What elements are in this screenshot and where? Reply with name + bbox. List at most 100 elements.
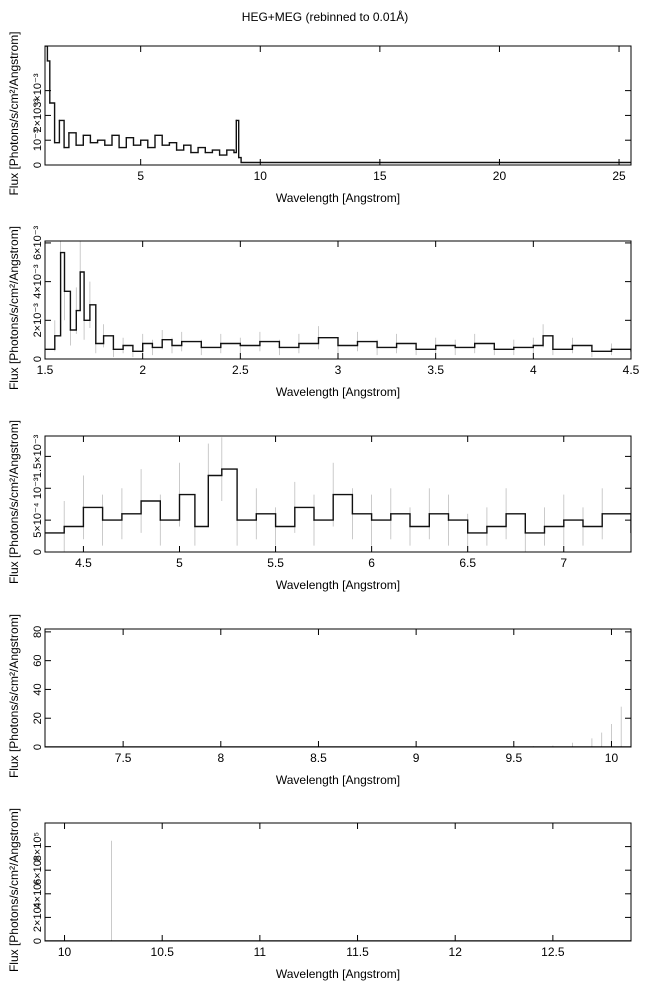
x-tick-label: 3.5 xyxy=(427,363,444,377)
y-tick-label: 10⁻³ xyxy=(32,477,44,499)
x-tick-label: 8.5 xyxy=(310,751,327,765)
data-point xyxy=(467,532,469,534)
y-tick-label: 60 xyxy=(32,655,44,667)
x-tick-label: 10 xyxy=(254,169,268,183)
data-point xyxy=(161,339,163,341)
x-axis-label: Wavelength [Angstrom] xyxy=(276,191,400,205)
x-axis-label: Wavelength [Angstrom] xyxy=(276,578,400,592)
figure-title: HEG+MEG (rebinned to 0.01Å) xyxy=(241,10,409,24)
data-point xyxy=(552,348,554,350)
data-point xyxy=(82,506,84,508)
data-point xyxy=(89,142,91,144)
x-tick-label: 5 xyxy=(176,556,183,570)
data-point xyxy=(351,513,353,515)
data-point xyxy=(513,346,515,348)
data-point xyxy=(168,142,170,144)
data-point xyxy=(298,342,300,345)
data-point xyxy=(221,468,223,470)
y-tick-label: 3×10⁻³ xyxy=(32,73,44,108)
x-tick-label: 9 xyxy=(413,751,420,765)
data-point xyxy=(176,149,178,151)
y-tick-label: 0 xyxy=(32,356,44,362)
x-tick-label: 4 xyxy=(530,363,537,377)
data-point xyxy=(83,319,85,321)
data-point xyxy=(54,335,56,337)
data-point xyxy=(122,344,124,347)
y-tick-label: 8×10⁵ xyxy=(32,832,44,861)
data-point xyxy=(58,119,61,121)
data-point xyxy=(121,513,123,515)
data-point xyxy=(238,157,240,159)
data-point xyxy=(454,346,456,348)
x-tick-label: 15 xyxy=(373,169,387,183)
data-point xyxy=(46,60,49,62)
data-point xyxy=(236,519,238,521)
x-tick-label: 10.5 xyxy=(151,945,175,959)
data-point xyxy=(571,344,574,347)
data-point xyxy=(610,348,613,350)
x-tick-label: 7 xyxy=(560,556,567,570)
data-point xyxy=(63,147,65,149)
data-point xyxy=(493,348,495,350)
data-point xyxy=(171,344,173,347)
data-point xyxy=(486,525,488,528)
data-point xyxy=(332,494,334,496)
data-point xyxy=(376,346,378,348)
data-point xyxy=(112,348,114,350)
data-point xyxy=(97,139,99,141)
data-point xyxy=(194,525,196,528)
x-tick-label: 6.5 xyxy=(459,556,476,570)
plot-area xyxy=(45,241,631,359)
data-point xyxy=(49,102,51,104)
data-point xyxy=(69,329,71,331)
data-point xyxy=(240,161,242,164)
data-point xyxy=(111,134,113,136)
data-point xyxy=(601,513,603,515)
data-point xyxy=(275,525,277,528)
data-point xyxy=(63,525,65,528)
x-tick-label: 4.5 xyxy=(623,363,640,377)
x-tick-label: 3 xyxy=(335,363,342,377)
y-tick-label: 80 xyxy=(32,626,44,638)
data-point xyxy=(95,342,97,345)
data-point xyxy=(582,525,584,528)
x-tick-label: 2 xyxy=(139,363,146,377)
x-tick-label: 10 xyxy=(58,945,72,959)
chart-panel-2: 1.5 2 2.5 3 3.5 4 4.5 0 2×10⁻³ 4×10⁻³ 6×10⁻³ Wavele… xyxy=(7,225,640,399)
data-point xyxy=(219,154,221,156)
data-point xyxy=(204,152,206,154)
series-line-1 xyxy=(45,46,631,164)
data-point xyxy=(104,144,106,146)
chart-panel-3: 4.5 5 5.5 6 6.5 7 0 5×10⁻⁴ 10⁻³1.5×10⁻³ Wavelengt… xyxy=(7,420,632,592)
plot-frame xyxy=(44,435,632,553)
data-point xyxy=(159,519,161,521)
data-point xyxy=(60,252,62,254)
x-tick-label: 4.5 xyxy=(75,556,92,570)
y-tick-label: 0 xyxy=(32,744,44,750)
data-point xyxy=(140,500,142,502)
data-point xyxy=(255,513,257,515)
data-point xyxy=(259,341,261,343)
data-point xyxy=(396,342,398,345)
y-tick-label: 2×10⁻³ xyxy=(32,303,44,338)
data-point xyxy=(233,152,235,154)
data-point xyxy=(197,147,199,149)
data-point xyxy=(524,532,526,534)
data-point xyxy=(79,271,81,273)
x-tick-label: 11 xyxy=(254,945,267,959)
x-tick-label: 5.5 xyxy=(267,556,284,570)
data-point xyxy=(474,342,476,345)
data-point xyxy=(118,147,120,149)
data-point xyxy=(181,341,183,343)
data-point xyxy=(371,519,373,521)
data-point xyxy=(435,344,437,347)
y-tick-label: 4×10⁵ xyxy=(32,879,44,908)
data-point xyxy=(178,494,181,496)
y-tick-label: 10⁻³ xyxy=(32,129,44,151)
data-point xyxy=(591,350,593,352)
plot-area xyxy=(45,46,631,164)
x-tick-label: 20 xyxy=(493,169,507,183)
data-point xyxy=(89,304,91,306)
